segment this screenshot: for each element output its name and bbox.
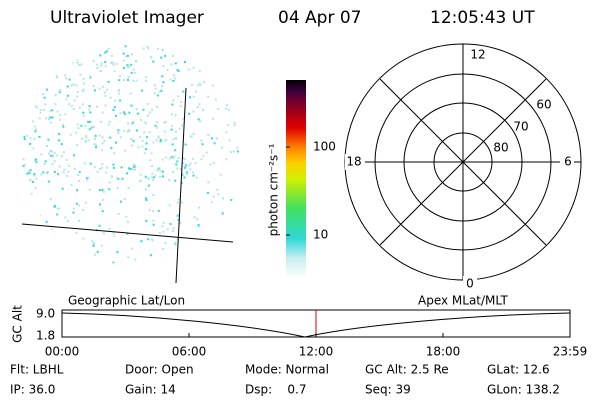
colorbar-tick: 10 <box>313 228 328 242</box>
lat-label: 80 <box>493 141 508 155</box>
panel-title: Geographic Lat/Lon <box>68 294 185 308</box>
altitude-curve <box>61 312 571 338</box>
mlt-label: 6 <box>564 155 572 169</box>
time: 12:05:43 UT <box>430 8 535 28</box>
polar-grid <box>344 43 582 281</box>
lat-label: 70 <box>513 120 528 134</box>
lat-label: 60 <box>536 98 551 112</box>
info-field: Gain: 14 <box>125 383 176 397</box>
grid-line <box>175 87 187 284</box>
info-field: Seq: 39 <box>365 383 411 397</box>
x-tick-label: 12:00 <box>299 345 334 359</box>
mlt-label: 0 <box>466 277 474 291</box>
x-tick-label: 06:00 <box>172 345 207 359</box>
grid-line <box>21 223 234 243</box>
instrument: Ultraviolet Imager <box>50 8 204 28</box>
info-field: IP: 36.0 <box>10 383 55 397</box>
mlt-label: 12 <box>470 48 485 62</box>
y-tick: 9.0 <box>36 307 55 321</box>
info-field: GLon: 138.2 <box>487 383 560 397</box>
info-field: GLat: 12.6 <box>487 363 550 377</box>
colorbar-label: photon cm⁻²s⁻¹ <box>267 143 281 236</box>
mlt-label: 18 <box>346 155 361 169</box>
panel-title: Apex MLat/MLT <box>418 294 508 308</box>
info-field: Door: Open <box>125 363 194 377</box>
x-tick-label: 23:59 <box>553 345 588 359</box>
y-label: GC Alt <box>11 305 25 343</box>
colorbar-tick: 100 <box>313 140 336 154</box>
x-tick-label: 18:00 <box>426 345 461 359</box>
y-tick: 1.8 <box>36 329 55 343</box>
info-field: Flt: LBHL <box>10 363 64 377</box>
info-field: Dsp: 0.7 <box>245 383 307 397</box>
info-field: Mode: Normal <box>245 363 329 377</box>
info-field: GC Alt: 2.5 Re <box>365 363 449 377</box>
x-tick-label: 00:00 <box>45 345 80 359</box>
colorbar <box>286 80 306 278</box>
date: 04 Apr 07 <box>278 8 361 28</box>
